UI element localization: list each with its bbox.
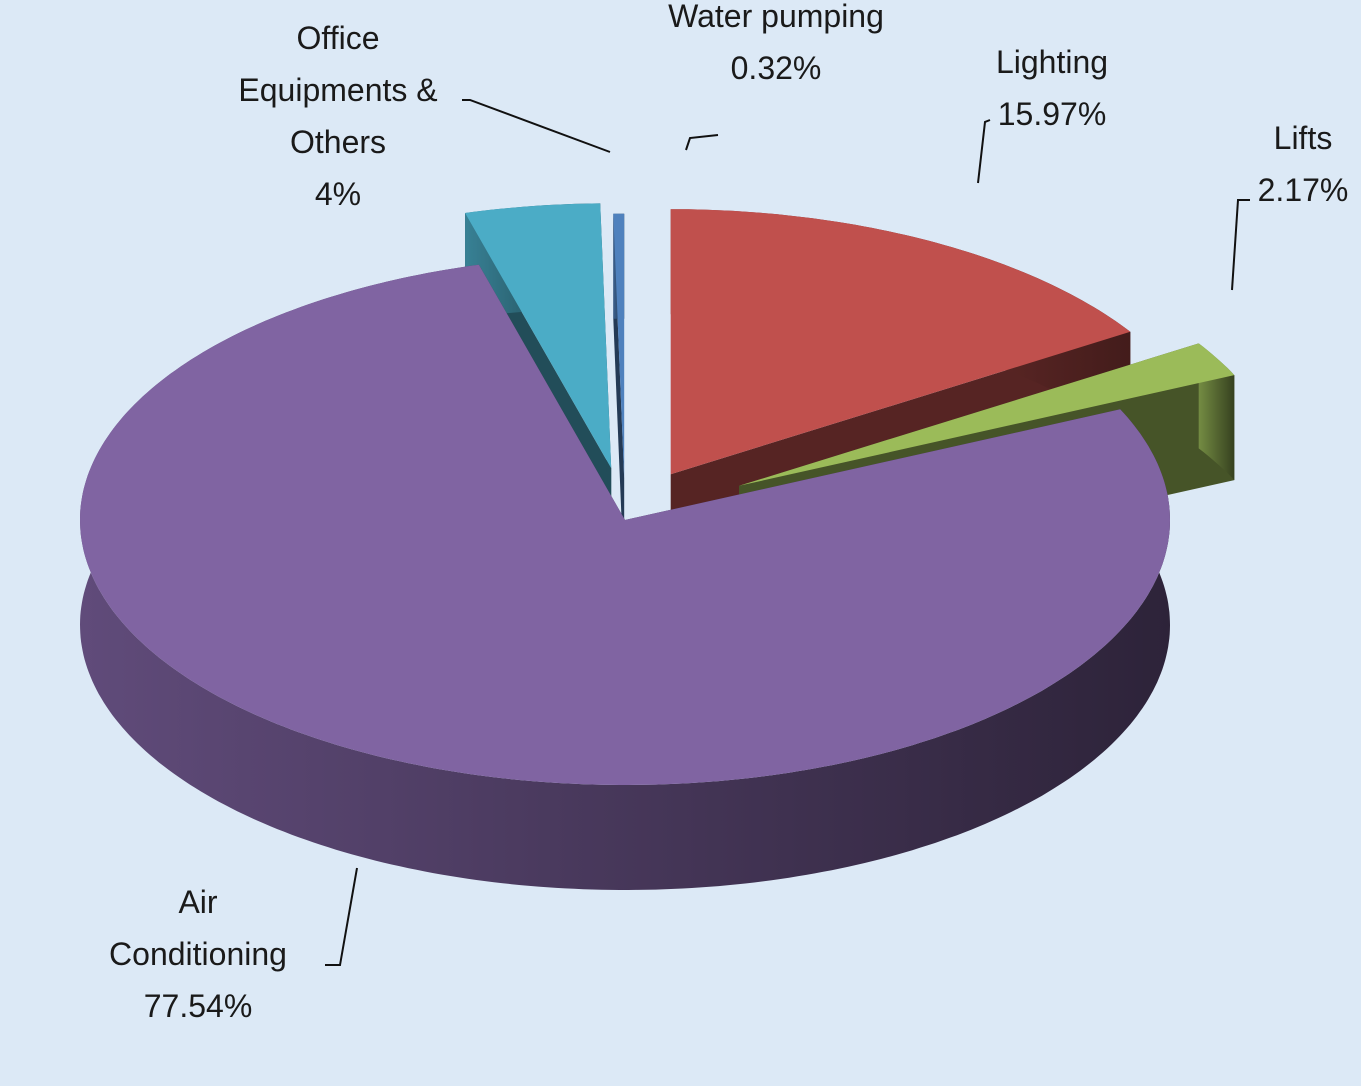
leader-line (462, 99, 611, 153)
leader-line (977, 119, 991, 184)
value-label: 4% (314, 176, 362, 212)
category-name: Water pumping (668, 0, 884, 34)
leader-lines (325, 99, 1250, 966)
value-label: 2.17% (1257, 172, 1349, 208)
leader-line (325, 867, 358, 966)
category-name: Air Conditioning (109, 884, 287, 972)
leader-line (685, 134, 719, 151)
slice (80, 264, 1170, 785)
leader-line (1231, 199, 1250, 291)
category-name: Lighting (995, 44, 1109, 80)
slice-label: Lighting 15.97% (996, 36, 1108, 140)
slice (739, 343, 1235, 486)
slices (80, 203, 1235, 890)
value-label: 0.32% (730, 50, 822, 86)
slice-label: Water pumping 0.32% (668, 0, 884, 94)
slice-label: Air Conditioning 77.54% (88, 876, 308, 1032)
slice-label: Lifts 2.17% (1258, 112, 1349, 216)
slice (670, 209, 1131, 475)
value-label: 77.54% (143, 988, 253, 1024)
slice (465, 203, 612, 469)
slice (613, 213, 625, 479)
value-label: 15.97% (997, 96, 1107, 132)
category-name: Office Equipments & Others (238, 20, 438, 160)
slice-label: Office Equipments & Others 4% (213, 12, 463, 220)
category-name: Lifts (1273, 120, 1333, 156)
